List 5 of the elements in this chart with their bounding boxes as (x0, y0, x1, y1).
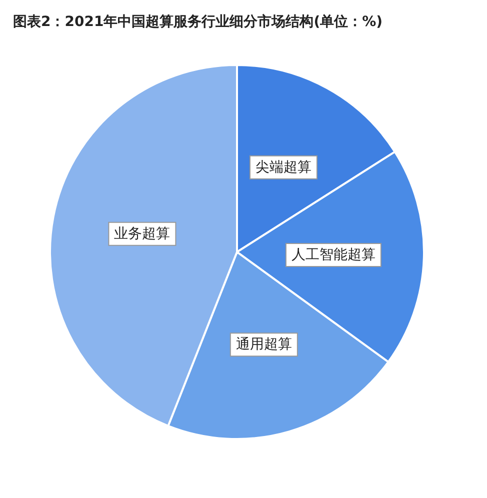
chart-title: 图表2：2021年中国超算服务行业细分市场结构(单位：%) (13, 13, 383, 30)
slice-label: 人工智能超算 (291, 247, 376, 264)
slice-label: 业务超算 (114, 226, 170, 242)
slice-label: 尖端超算 (255, 159, 312, 176)
slice-label: 通用超算 (236, 336, 292, 353)
